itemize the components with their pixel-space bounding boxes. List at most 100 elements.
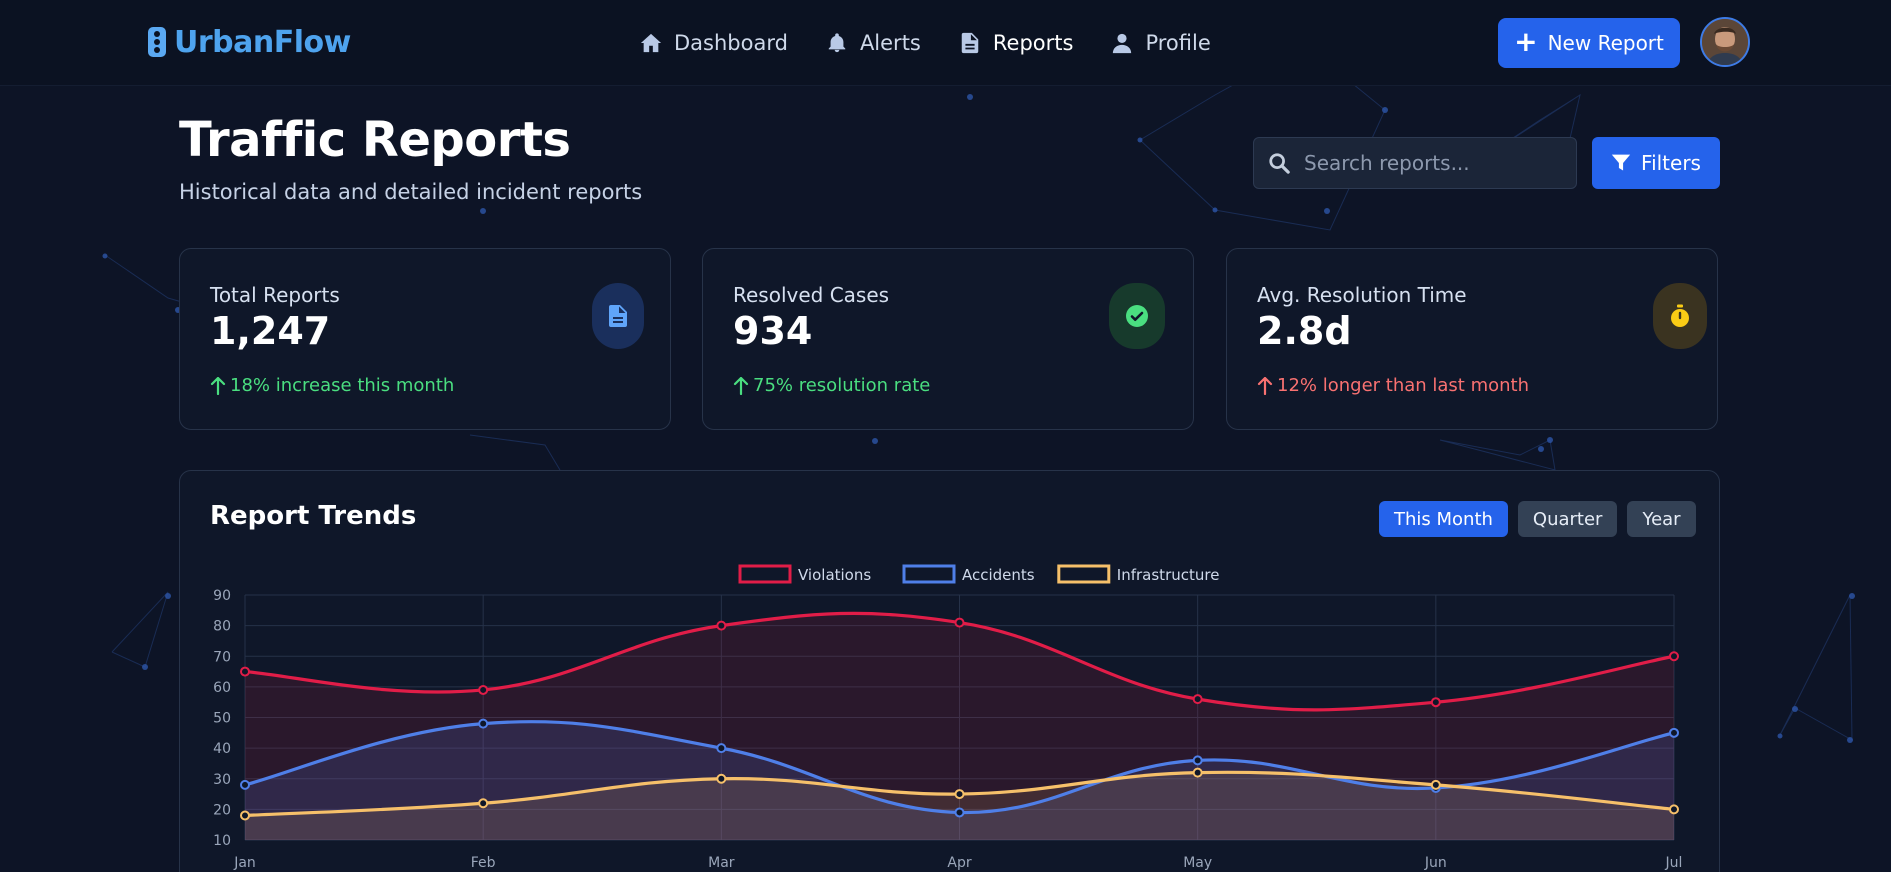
user-avatar[interactable] bbox=[1700, 17, 1750, 67]
x-tick-label: Jul bbox=[1665, 855, 1683, 871]
data-point bbox=[240, 810, 250, 821]
y-tick-label: 80 bbox=[213, 619, 231, 635]
data-point bbox=[1669, 804, 1679, 815]
nav-link-reports[interactable]: Reports bbox=[959, 26, 1074, 60]
y-tick-label: 10 bbox=[213, 833, 231, 849]
x-tick-label: Jun bbox=[1424, 855, 1447, 871]
data-point bbox=[1192, 755, 1203, 766]
data-point bbox=[240, 666, 250, 677]
stat-label: Total Reports bbox=[210, 283, 340, 307]
nav-link-label: Dashboard bbox=[674, 31, 788, 55]
stat-value: 1,247 bbox=[210, 309, 331, 353]
plus-icon: + bbox=[1514, 24, 1538, 58]
range-this-month-button[interactable]: This Month bbox=[1379, 501, 1508, 537]
y-tick-label: 30 bbox=[213, 772, 231, 788]
stat-trend: 75% resolution rate bbox=[733, 375, 930, 396]
new-report-label: New Report bbox=[1547, 31, 1664, 55]
filters-label: Filters bbox=[1641, 151, 1701, 175]
nav-link-label: Profile bbox=[1145, 31, 1211, 55]
nav-link-dashboard[interactable]: Dashboard bbox=[640, 26, 788, 60]
stopwatch-icon bbox=[1671, 304, 1689, 327]
legend-swatch bbox=[738, 564, 792, 584]
range-selector: This Month Quarter Year bbox=[1379, 501, 1696, 537]
x-tick-label: May bbox=[1183, 855, 1212, 871]
stat-card-avg-resolution: Avg. Resolution Time 2.8d 12% longer tha… bbox=[1226, 248, 1718, 430]
stat-trend: 12% longer than last month bbox=[1257, 375, 1529, 396]
y-tick-label: 50 bbox=[213, 711, 231, 727]
stat-trend-text: 75% resolution rate bbox=[753, 375, 931, 396]
stat-trend-text: 12% longer than last month bbox=[1277, 375, 1530, 396]
data-point bbox=[1669, 651, 1679, 662]
data-point bbox=[478, 684, 489, 695]
main-nav: Dashboard Alerts Reports Profile bbox=[640, 26, 1211, 60]
y-tick-label: 60 bbox=[213, 680, 231, 696]
nav-link-alerts[interactable]: Alerts bbox=[826, 26, 921, 60]
data-point bbox=[1430, 779, 1441, 790]
nav-link-profile[interactable]: Profile bbox=[1111, 26, 1211, 60]
data-point bbox=[1669, 727, 1679, 738]
data-point bbox=[954, 789, 965, 800]
stat-value: 2.8d bbox=[1257, 309, 1352, 353]
data-point bbox=[954, 617, 965, 628]
search-icon bbox=[1269, 153, 1290, 174]
range-year-button[interactable]: Year bbox=[1627, 501, 1696, 537]
page-subtitle: Historical data and detailed incident re… bbox=[179, 180, 643, 204]
data-point bbox=[478, 718, 489, 729]
stat-label: Resolved Cases bbox=[733, 283, 890, 307]
data-point bbox=[954, 807, 965, 818]
y-tick-label: 90 bbox=[213, 588, 231, 604]
legend-label: Infrastructure bbox=[1117, 566, 1220, 584]
data-point bbox=[240, 779, 250, 790]
legend-swatch bbox=[1057, 564, 1111, 584]
arrow-up-icon bbox=[733, 376, 749, 395]
legend-label: Violations bbox=[798, 566, 871, 584]
avatar-photo bbox=[1702, 19, 1748, 65]
search-input[interactable] bbox=[1304, 151, 1544, 175]
filter-icon bbox=[1611, 154, 1631, 171]
search-box bbox=[1253, 137, 1577, 189]
series-area-accidents bbox=[245, 721, 1674, 840]
stat-icon-badge bbox=[1653, 283, 1707, 349]
bell-icon bbox=[828, 33, 846, 53]
arrow-up-icon bbox=[1257, 376, 1273, 395]
stat-label: Avg. Resolution Time bbox=[1257, 283, 1467, 307]
data-point bbox=[478, 798, 489, 809]
y-tick-label: 20 bbox=[213, 802, 231, 818]
stat-trend-text: 18% increase this month bbox=[230, 375, 455, 396]
y-tick-label: 70 bbox=[213, 649, 231, 665]
data-point bbox=[716, 743, 727, 754]
legend-label: Accidents bbox=[962, 566, 1035, 584]
brand-name: UrbanFlow bbox=[174, 24, 351, 60]
traffic-light-icon bbox=[148, 27, 166, 57]
user-icon bbox=[1113, 33, 1132, 54]
data-point bbox=[1192, 767, 1203, 778]
series-area-violations bbox=[245, 613, 1674, 840]
data-point bbox=[1192, 694, 1203, 705]
x-tick-label: Feb bbox=[471, 855, 496, 871]
range-quarter-button[interactable]: Quarter bbox=[1517, 501, 1618, 537]
stat-icon-badge bbox=[592, 283, 644, 349]
brand-logo[interactable]: UrbanFlow bbox=[148, 24, 351, 60]
new-report-button[interactable]: + New Report bbox=[1498, 18, 1680, 68]
panel-title: Report Trends bbox=[210, 501, 417, 531]
filters-button[interactable]: Filters bbox=[1592, 137, 1720, 189]
x-tick-label: Jan bbox=[233, 855, 256, 871]
legend-swatch bbox=[902, 564, 956, 584]
nav-link-label: Alerts bbox=[859, 31, 921, 55]
document-icon bbox=[609, 305, 627, 327]
data-point bbox=[716, 773, 727, 784]
data-point bbox=[716, 620, 727, 631]
stat-icon-badge bbox=[1109, 283, 1165, 349]
stat-card-resolved-cases: Resolved Cases 934 75% resolution rate bbox=[702, 248, 1194, 430]
data-point bbox=[1430, 697, 1441, 708]
page-title: Traffic Reports bbox=[179, 112, 571, 168]
x-tick-label: Mar bbox=[708, 855, 735, 871]
nav-link-label: Reports bbox=[992, 31, 1074, 55]
stat-card-total-reports: Total Reports 1,247 18% increase this mo… bbox=[179, 248, 671, 430]
stat-trend: 18% increase this month bbox=[210, 375, 454, 396]
document-icon bbox=[961, 32, 979, 54]
check-circle-icon bbox=[1126, 305, 1148, 327]
x-tick-label: Apr bbox=[947, 855, 971, 871]
home-icon bbox=[640, 33, 662, 53]
